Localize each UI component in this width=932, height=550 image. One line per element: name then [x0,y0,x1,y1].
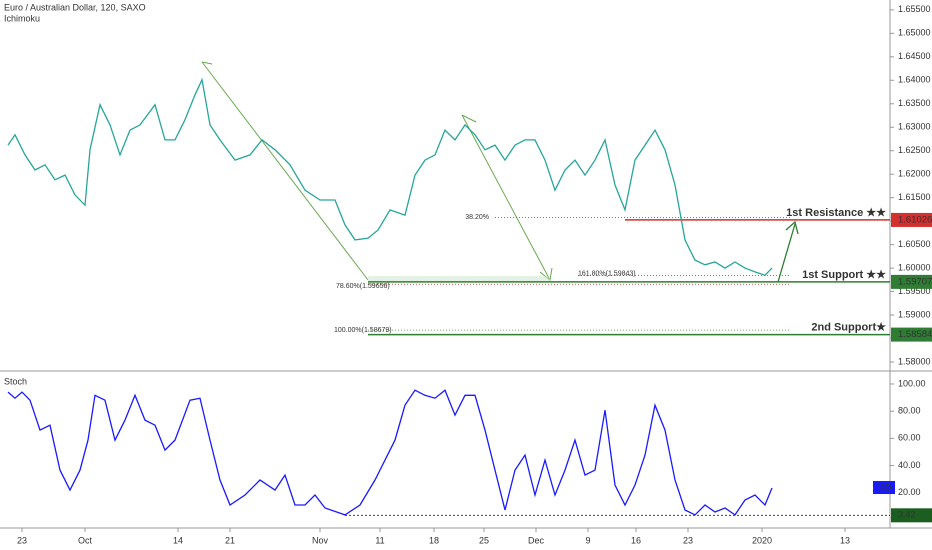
y-tick-label: 1.65000 [898,28,931,38]
x-tick-label: 23 [17,535,27,545]
x-tick-label: 13 [840,535,850,545]
price-tag [891,212,932,227]
arrow-head [201,61,213,65]
x-tick-label: 2020 [752,535,772,545]
y-tick-label: 1.61500 [898,192,931,202]
arrow-head [461,114,477,123]
legend-tag [873,481,895,495]
x-tick-label: 14 [173,535,183,545]
y-tick-label: 1.60500 [898,239,931,249]
x-tick-label: 18 [429,535,439,545]
reference-tag-label: 3.42 [898,510,916,520]
zone [368,276,550,282]
pattern-leg [461,114,551,281]
series-line [7,389,773,516]
chart-title: Euro / Australian Dollar, 120, SAXO [4,2,146,12]
x-tick-label: 11 [375,535,384,545]
level-label: 1st Resistance ★★ [786,207,886,219]
price-tag-label: 1.61026 [898,214,932,225]
y-tick-label: 100.00 [898,378,926,388]
y-tick-label: 1.63500 [898,98,931,108]
level-label: 2nd Support★ [811,322,886,334]
y-tick-label: 20.00 [898,487,921,497]
price-tag [891,327,932,342]
y-tick-label: 1.59500 [898,286,931,296]
fib-label: 161.80%(1.59843) [578,270,636,277]
x-tick-label: Dec [528,535,545,545]
level-label: 1st Support ★★ [802,269,886,281]
y-tick-label: 1.58000 [898,356,931,366]
x-tick-label: 16 [631,535,641,545]
fib-label: 78.60%(1.59656) [336,283,390,290]
reference-tag [891,508,932,523]
y-tick-label: 60.00 [898,433,921,443]
y-tick-label: 1.60000 [898,262,931,272]
arrow-head [785,220,799,235]
price-tag-label: 1.58584 [898,329,932,340]
fib-label: 38.20% [465,214,489,221]
legend-label: %D [877,482,892,492]
stoch-title: Stoch [4,376,27,386]
y-tick-label: 40.00 [898,460,921,470]
y-tick-label: 80.00 [898,406,921,416]
fib-label: 100.00%(1.58679) [334,327,392,334]
price-tag [891,274,932,289]
x-tick-label: Nov [312,535,329,545]
y-tick-label: 1.65500 [898,4,931,14]
x-tick-label: Oct [78,535,93,545]
series-line [7,77,773,276]
pattern-leg [201,61,369,281]
projection-arrow [777,223,796,283]
x-tick-label: 25 [479,535,489,545]
x-tick-label: 21 [225,535,235,545]
x-tick-label: 23 [683,535,693,545]
y-tick-label: 1.64000 [898,75,931,85]
y-tick-label: 1.64500 [898,51,931,61]
price-tag-label: 1.59707 [898,276,932,287]
y-tick-label: 1.62000 [898,169,931,179]
y-tick-label: 1.62500 [898,145,931,155]
pattern-drawings [201,61,799,283]
x-tick-label: 9 [585,535,590,545]
y-tick-label: 1.63000 [898,122,931,132]
y-tick-label: 1.59000 [898,309,931,319]
indicator-name: Ichimoku [4,13,40,23]
